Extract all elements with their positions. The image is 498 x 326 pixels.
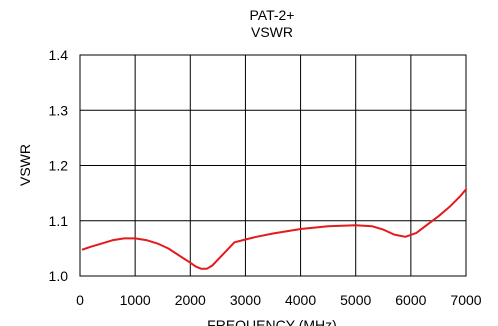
plot-frame — [79, 54, 467, 277]
x-axis-label: FREQUENCY (MHz) — [207, 317, 337, 326]
series-layer — [81, 188, 467, 270]
x-tick-label: 7000 — [450, 292, 481, 308]
x-tick-label: 4000 — [285, 292, 316, 308]
vswr-series-line — [81, 188, 467, 270]
y-axis-ticks: 1.0 1.1 1.2 1.3 1.4 — [49, 47, 69, 284]
y-tick-label: 1.3 — [49, 102, 69, 118]
y-tick-label: 1.0 — [49, 268, 69, 284]
y-axis-label: VSWR — [17, 144, 33, 186]
y-tick-label: 1.1 — [49, 213, 69, 229]
chart-subtitle: VSWR — [251, 24, 293, 40]
grid — [80, 55, 466, 276]
x-tick-label: 3000 — [230, 292, 261, 308]
x-tick-label: 1000 — [120, 292, 151, 308]
x-tick-label: 6000 — [395, 292, 426, 308]
x-tick-label: 2000 — [175, 292, 206, 308]
x-axis-ticks: 0 1000 2000 3000 4000 5000 6000 7000 — [76, 292, 482, 308]
x-tick-label: 5000 — [340, 292, 371, 308]
y-tick-label: 1.2 — [49, 158, 69, 174]
x-tick-label: 0 — [76, 292, 84, 308]
chart-title: PAT-2+ — [249, 7, 294, 23]
y-tick-label: 1.4 — [49, 47, 69, 63]
